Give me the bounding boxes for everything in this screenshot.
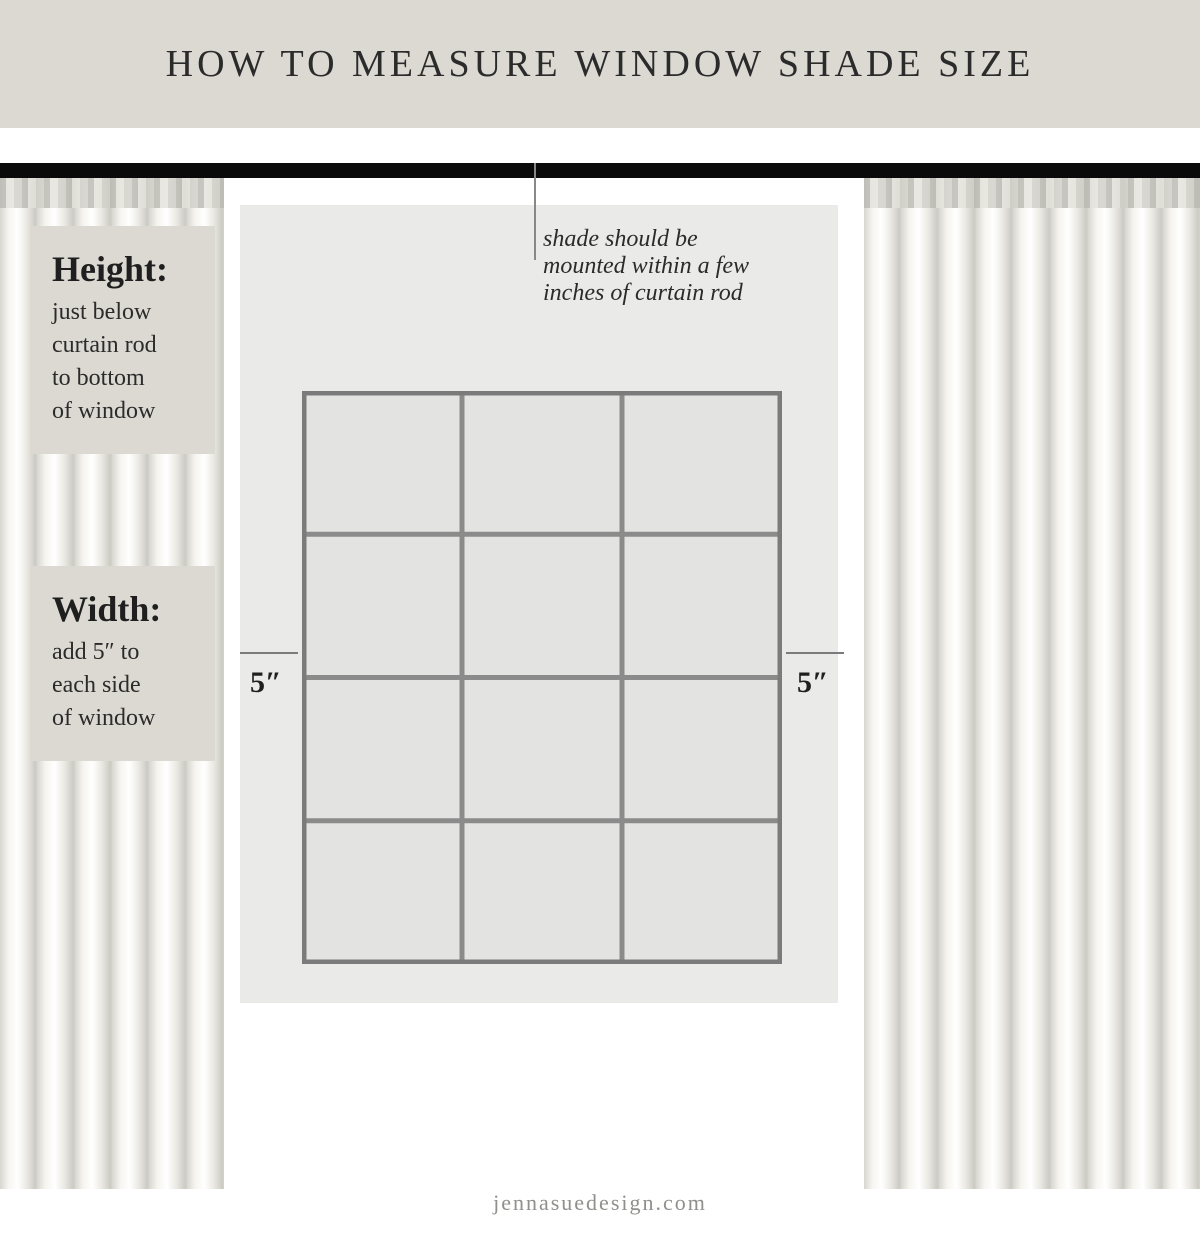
footer-credit: jennasuedesign.com [0, 1190, 1200, 1216]
width-label-left: 5″ [250, 666, 282, 700]
width-tick-right [786, 652, 844, 654]
width-callout: Width: add 5″ to each side of window [30, 566, 215, 761]
width-label-right: 5″ [797, 666, 829, 700]
width-callout-title: Width: [52, 588, 193, 630]
page-title: HOW TO MEASURE WINDOW SHADE SIZE [166, 43, 1035, 85]
mount-indicator-line [534, 163, 536, 260]
mount-note: shade should be mounted within a few inc… [543, 226, 749, 307]
curtain-right [864, 178, 1200, 1189]
height-callout-title: Height: [52, 248, 193, 290]
infographic-canvas: HOW TO MEASURE WINDOW SHADE SIZE shade s… [0, 0, 1200, 1239]
width-callout-body: add 5″ to each side of window [52, 636, 193, 735]
height-callout: Height: just below curtain rod to bottom… [30, 226, 215, 454]
curtain-rod [0, 163, 1200, 178]
title-band: HOW TO MEASURE WINDOW SHADE SIZE [0, 0, 1200, 128]
window-diagram [302, 391, 782, 964]
width-tick-left [240, 652, 298, 654]
height-callout-body: just below curtain rod to bottom of wind… [52, 296, 193, 428]
